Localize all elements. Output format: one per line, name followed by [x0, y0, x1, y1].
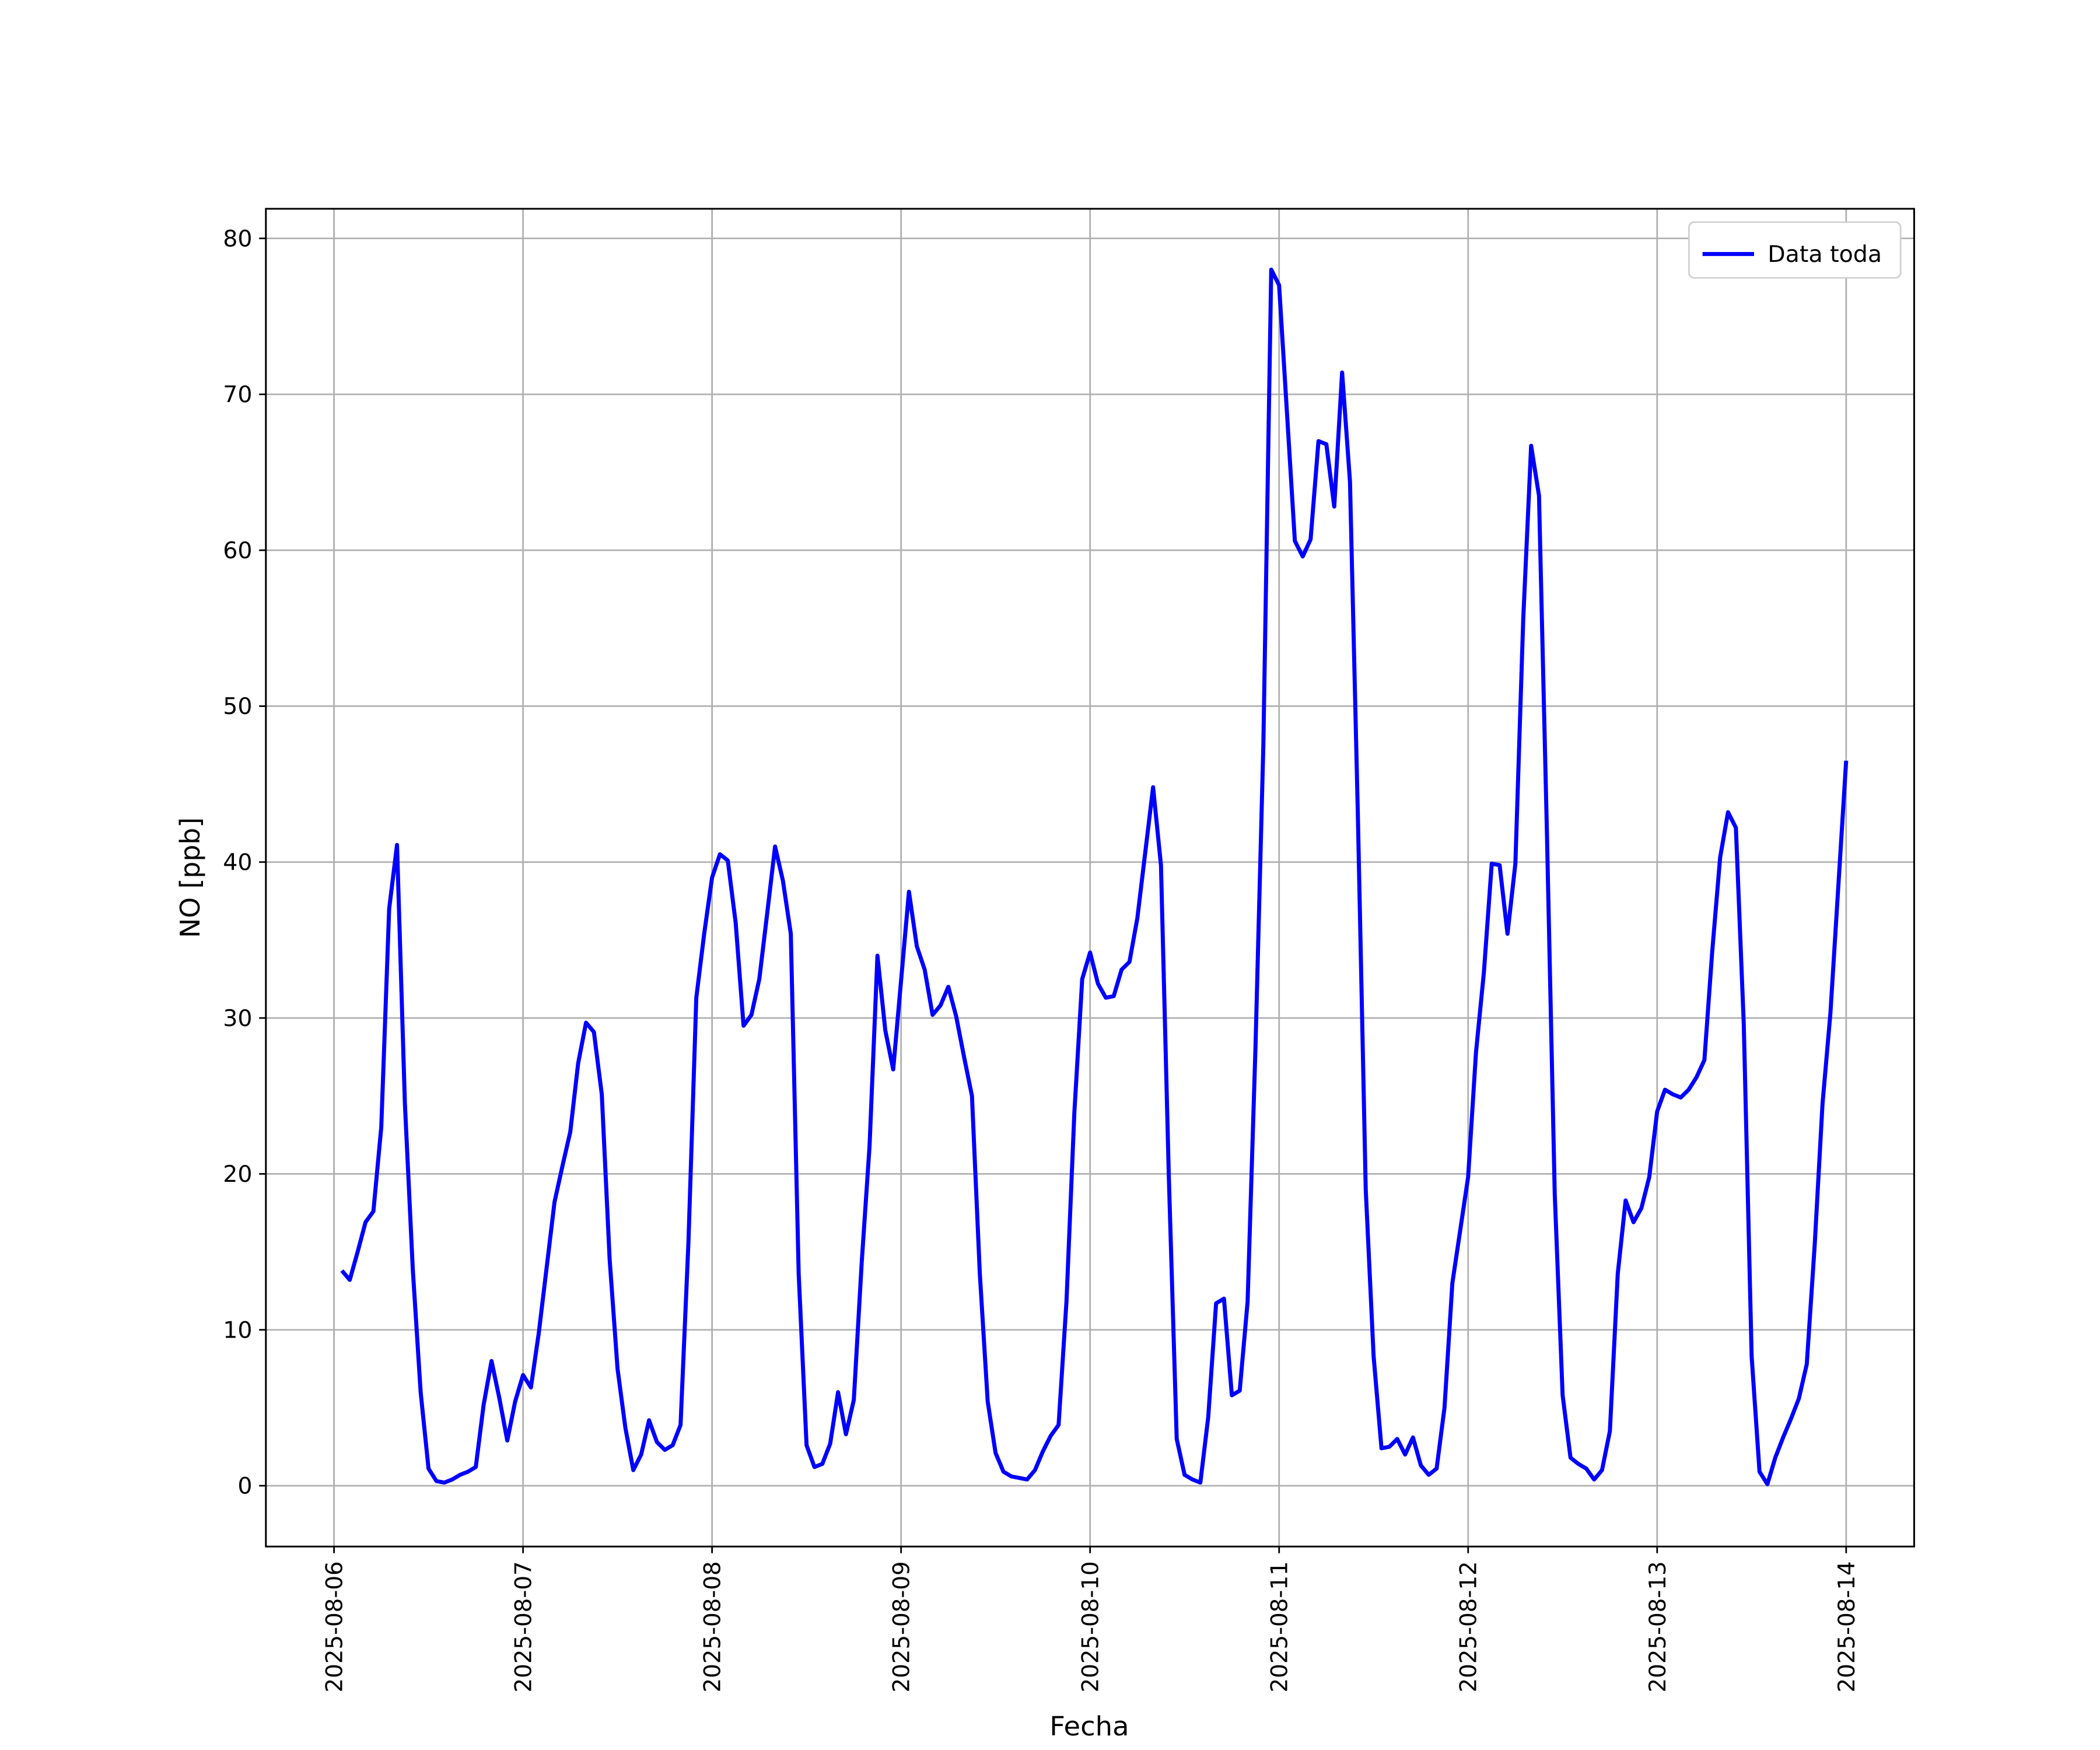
plot-frame [265, 208, 1915, 1548]
x-tick-label: 2025-08-11 [1266, 1561, 1293, 1692]
y-tick-label: 20 [223, 1161, 252, 1188]
legend-box [1688, 221, 1902, 279]
x-tick-label: 2025-08-09 [888, 1561, 915, 1692]
x-tick-label: 2025-08-08 [699, 1561, 726, 1692]
x-tick-label: 2025-08-14 [1833, 1561, 1860, 1692]
data-line [340, 267, 1849, 1486]
y-tick-label: 60 [223, 538, 252, 564]
x-tick-label: 2025-08-13 [1644, 1561, 1671, 1692]
legend-label: Data toda [1768, 242, 1882, 268]
y-tick-label: 70 [223, 382, 252, 408]
x-axis-label: Fecha [1049, 1710, 1129, 1741]
y-axis-label: NO [ppb] [174, 817, 206, 938]
y-tick-label: 0 [237, 1474, 252, 1500]
x-tick-label: 2025-08-12 [1455, 1561, 1482, 1692]
x-tick-label: 2025-08-10 [1077, 1561, 1104, 1692]
y-tick-label: 40 [223, 850, 252, 876]
x-tick-label: 2025-08-07 [510, 1561, 537, 1692]
y-tick-label: 80 [223, 226, 252, 253]
y-tick-label: 30 [223, 1006, 252, 1032]
y-tick-label: 50 [223, 694, 252, 720]
y-tick-label: 10 [223, 1318, 252, 1344]
x-tick-label: 2025-08-06 [321, 1561, 348, 1692]
